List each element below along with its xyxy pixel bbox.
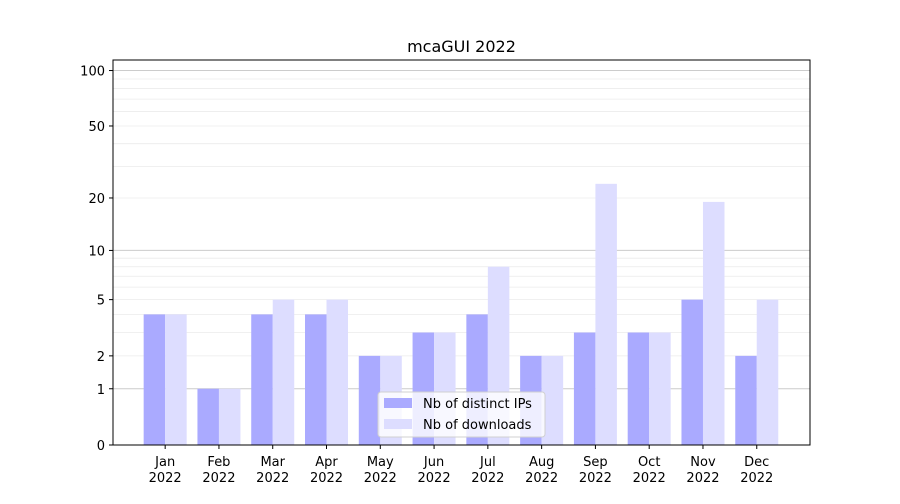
x-tick-label-month: May <box>367 455 394 470</box>
y-tick-label: 1 <box>97 383 105 398</box>
bar-downloads <box>272 299 295 445</box>
x-tick-label-month: Jun <box>423 455 444 470</box>
bar-downloads <box>595 183 617 445</box>
x-tick-label-year: 2022 <box>256 471 289 486</box>
y-tick-label: 0 <box>97 439 105 454</box>
y-tick-label: 5 <box>97 294 105 309</box>
chart-title: mcaGUI 2022 <box>407 37 516 56</box>
bar-downloads <box>702 201 725 445</box>
y-tick-label: 20 <box>88 192 105 207</box>
x-tick-label-month: Dec <box>744 455 769 470</box>
x-tick-label-year: 2022 <box>202 471 235 486</box>
bar-distinct-ips <box>143 314 166 445</box>
bar-downloads <box>326 299 349 445</box>
x-tick-label-month: Apr <box>315 455 338 470</box>
x-tick-label-year: 2022 <box>686 471 719 486</box>
x-tick-label-year: 2022 <box>579 471 612 486</box>
bar-downloads <box>165 314 187 445</box>
bar-downloads <box>218 388 241 445</box>
x-tick-label-year: 2022 <box>471 471 504 486</box>
bar-distinct-ips <box>735 355 757 445</box>
x-tick-label-month: Jan <box>154 455 175 470</box>
plot-frame <box>112 59 811 446</box>
x-tick-label-year: 2022 <box>633 471 666 486</box>
legend-label: Nb of distinct IPs <box>423 397 532 412</box>
bar-distinct-ips <box>358 355 381 445</box>
x-tick-label-month: Aug <box>529 455 554 470</box>
x-tick-label-year: 2022 <box>310 471 343 486</box>
x-tick-label-year: 2022 <box>364 471 397 486</box>
x-tick-label-year: 2022 <box>525 471 558 486</box>
legend <box>377 391 546 438</box>
y-tick-label: 2 <box>97 350 105 365</box>
bar-distinct-ips <box>197 388 219 445</box>
x-tick-label-month: Sep <box>583 455 608 470</box>
x-tick-label-year: 2022 <box>418 471 451 486</box>
y-tick-label: 10 <box>88 244 105 259</box>
x-tick-label-month: Oct <box>638 455 660 470</box>
legend-swatch <box>384 419 412 429</box>
bar-downloads <box>541 355 564 445</box>
bar-downloads <box>649 332 671 445</box>
x-tick-label-month: Feb <box>207 455 230 470</box>
y-tick-label: 100 <box>80 65 105 80</box>
x-tick-label-month: Mar <box>260 455 285 470</box>
x-tick-label-year: 2022 <box>149 471 182 486</box>
y-tick-label: 50 <box>88 120 105 135</box>
bar-distinct-ips <box>251 314 273 445</box>
bar-distinct-ips <box>681 299 703 445</box>
legend-label: Nb of downloads <box>423 418 532 433</box>
bar-distinct-ips <box>627 332 650 445</box>
bar-distinct-ips <box>305 314 327 445</box>
legend-swatch <box>384 398 412 408</box>
bar-distinct-ips <box>573 332 596 445</box>
x-tick-label-month: Nov <box>690 455 716 470</box>
x-tick-label-month: Jul <box>479 455 496 470</box>
bar-downloads <box>756 299 779 445</box>
x-tick-label-year: 2022 <box>740 471 773 486</box>
